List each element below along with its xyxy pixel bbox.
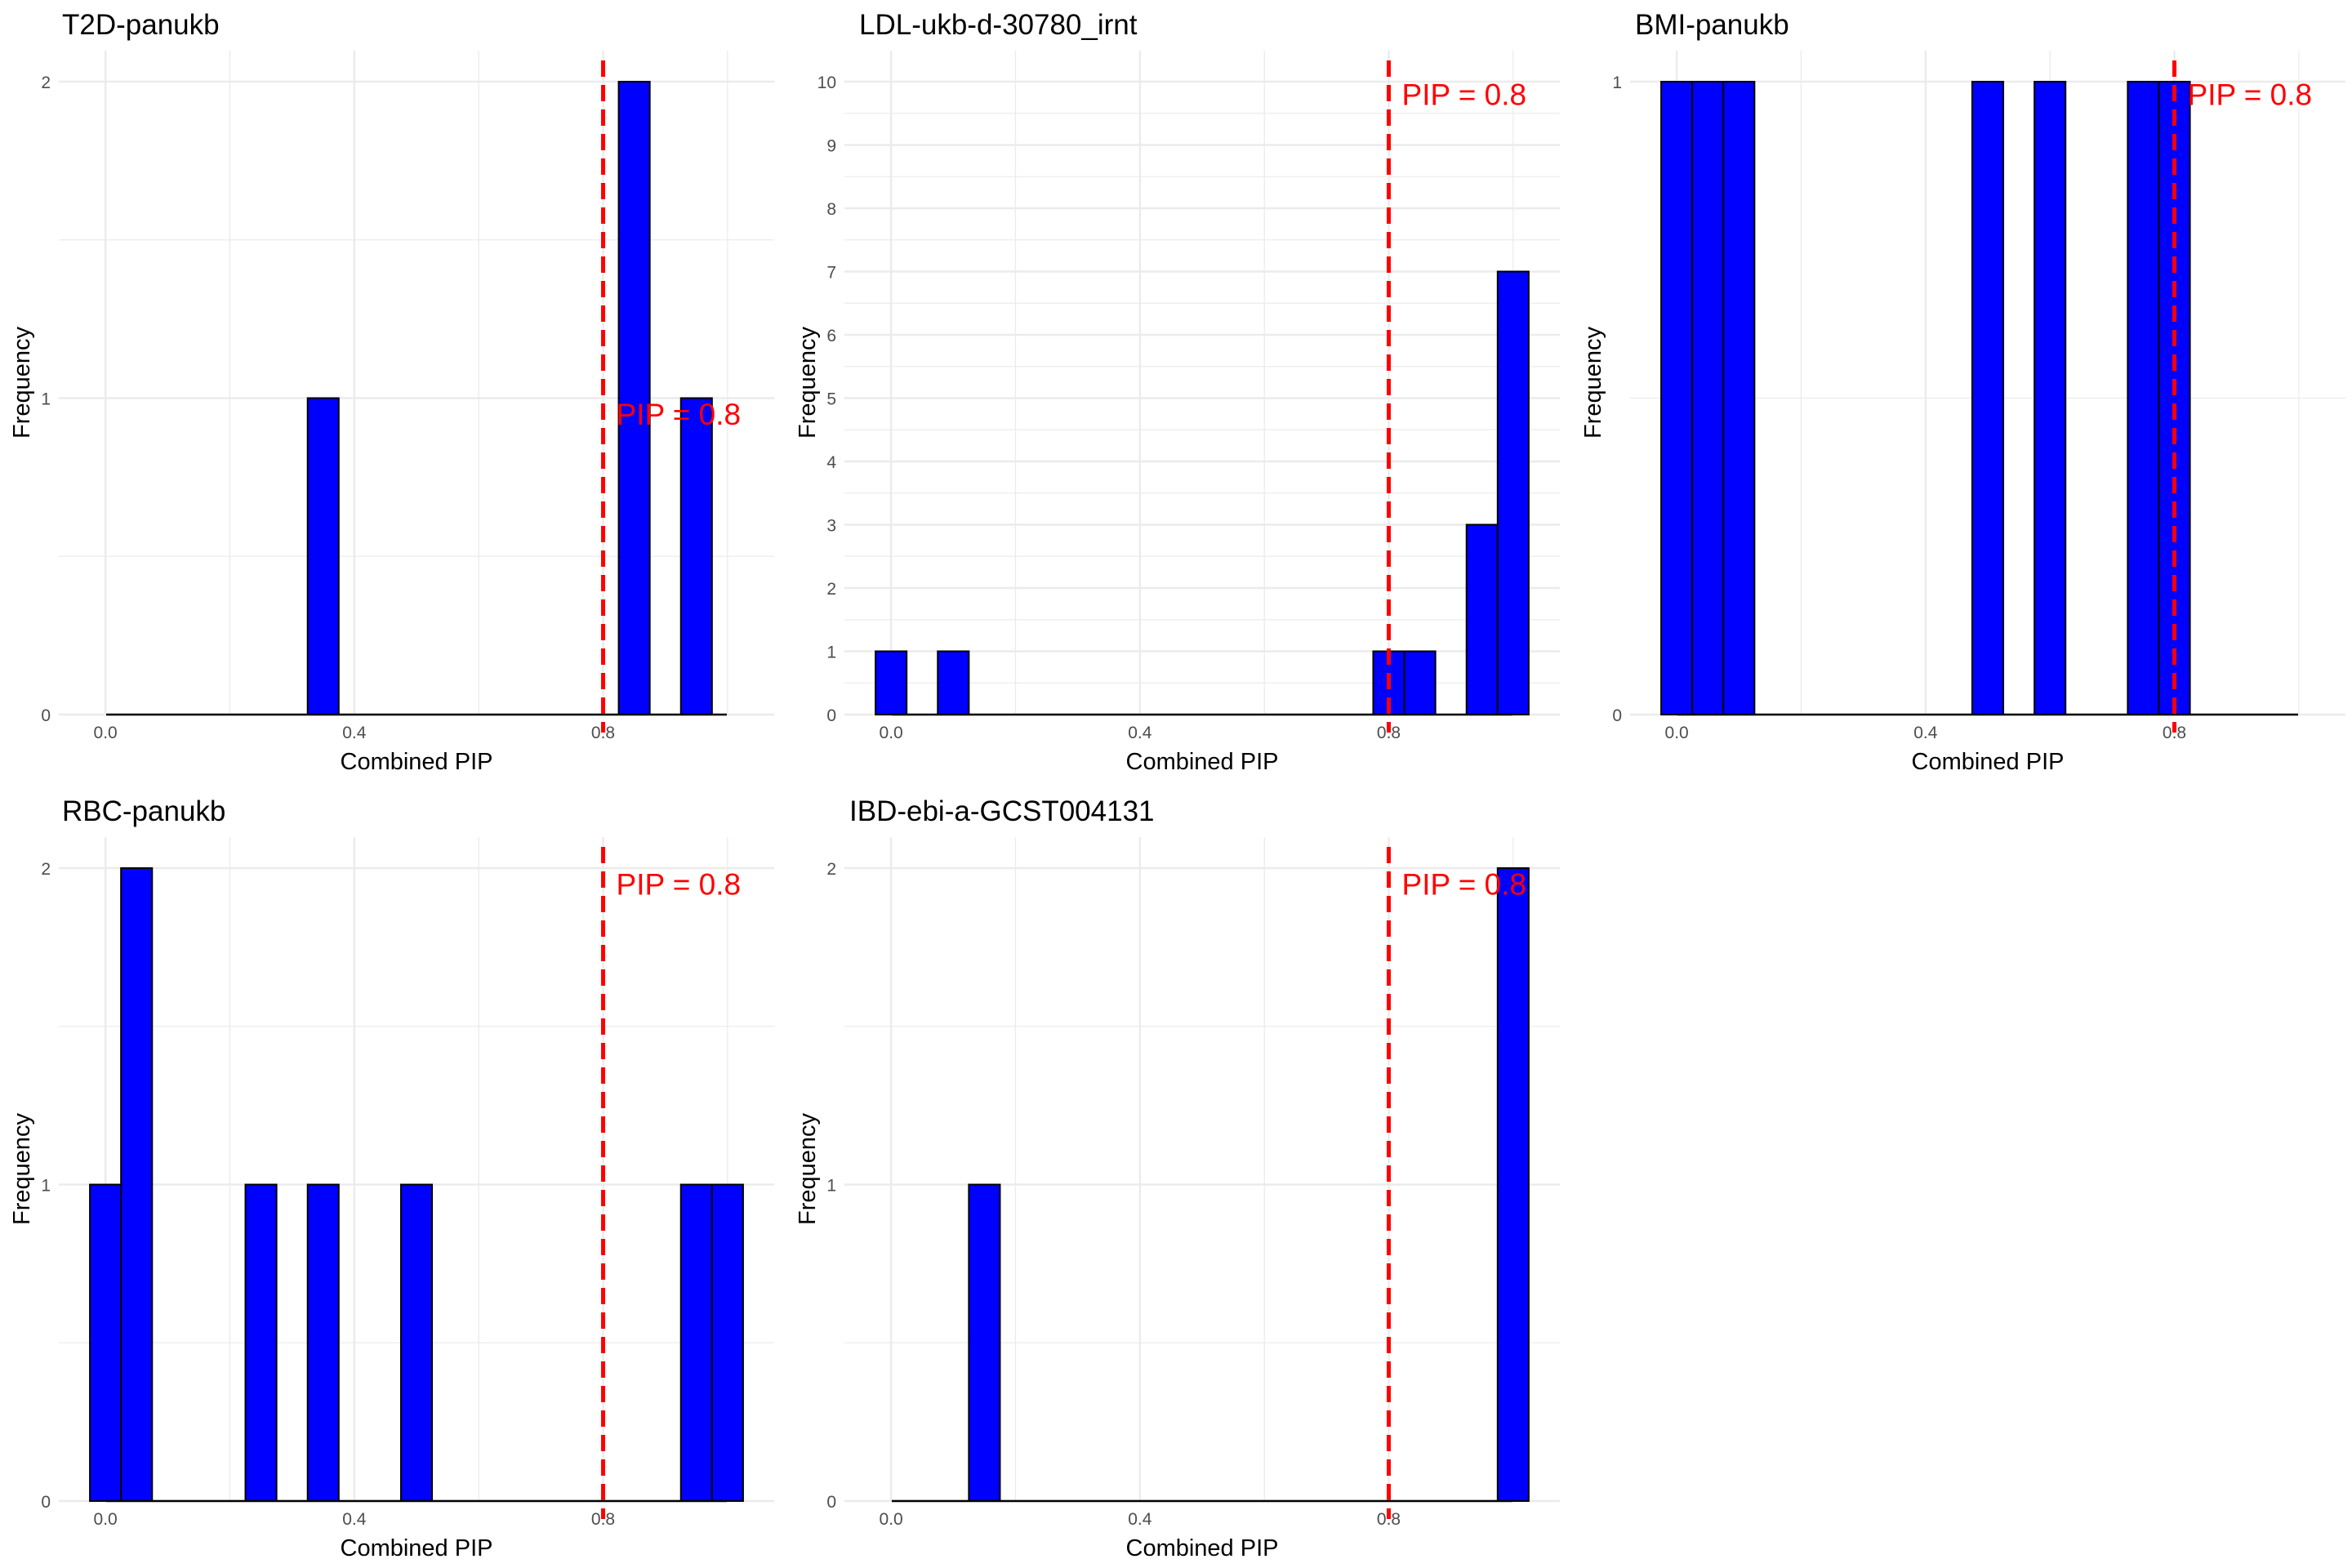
histogram-bar [2127, 81, 2160, 715]
y-axis-label: Frequency [9, 326, 35, 439]
panel-4: PIP = 0.8 0.0 0.4 0.8 0 1 2 Combined PIP Frequen… [9, 795, 774, 1561]
y-tick-label: 0 [41, 706, 51, 725]
y-axis-label: Frequency [795, 1112, 821, 1225]
panel-5: PIP = 0.8 0.0 0.4 0.8 0 1 2 Combined PIP Frequen… [795, 795, 1560, 1561]
histogram-bar [120, 867, 154, 1502]
y-tick-label: 2 [826, 860, 836, 879]
x-tick-label: 0.0 [880, 1510, 903, 1529]
threshold-label: PIP = 0.8 [1402, 78, 1527, 112]
y-tick-label: 1 [41, 1177, 51, 1196]
y-tick-label: 7 [826, 264, 836, 283]
histogram-bar [875, 650, 908, 715]
y-axis-label: Frequency [9, 1112, 35, 1225]
histogram-bar [399, 1183, 434, 1502]
y-tick-label: 3 [826, 517, 836, 536]
histogram-bar [968, 1183, 1001, 1502]
histogram-bar [1660, 81, 1694, 715]
y-tick-label: 4 [826, 453, 836, 472]
x-tick-label: 0.0 [880, 724, 903, 742]
x-tick-label: 0.0 [94, 724, 118, 742]
threshold-label: PIP = 0.8 [617, 867, 742, 901]
histogram-bar [306, 397, 340, 715]
y-tick-label: 1 [41, 390, 51, 409]
x-axis-label: Combined PIP [341, 1535, 493, 1561]
histogram-bar [306, 1183, 340, 1502]
histogram-bar [1496, 867, 1530, 1502]
y-axis-label: Frequency [795, 326, 821, 439]
y-tick-label: 6 [826, 327, 836, 345]
histogram-bar [1496, 270, 1530, 715]
x-tick-label: 0.8 [1377, 1510, 1401, 1529]
y-tick-label: 1 [826, 644, 836, 662]
y-tick-label: 0 [826, 706, 836, 725]
y-tick-label: 1 [826, 1177, 836, 1196]
x-tick-label: 0.4 [1913, 724, 1938, 742]
x-tick-label: 0.8 [1377, 724, 1401, 742]
histogram-bar [2158, 81, 2191, 715]
y-tick-label: 8 [826, 200, 836, 219]
y-tick-label: 2 [41, 860, 51, 879]
x-axis-label: Combined PIP [1126, 1535, 1279, 1561]
y-tick-label: 10 [817, 74, 836, 92]
x-axis-label: Combined PIP [1912, 749, 2065, 775]
threshold-label: PIP = 0.8 [617, 398, 742, 431]
x-tick-label: 0.4 [1128, 724, 1152, 742]
histogram-bar [1971, 81, 2005, 715]
y-tick-label: 0 [1612, 706, 1622, 725]
panel-title: RBC-panukb [62, 795, 225, 827]
x-tick-label: 0.8 [591, 724, 615, 742]
histogram-bar [937, 650, 970, 715]
histogram-bar [1691, 81, 1725, 715]
y-tick-label: 9 [826, 137, 836, 156]
panel-title: BMI-panukb [1635, 9, 1789, 41]
y-tick-label: 0 [826, 1493, 836, 1512]
histogram-bar [2034, 81, 2067, 715]
histogram-bar [244, 1183, 278, 1502]
y-tick-label: 2 [41, 74, 51, 92]
panel-1: PIP = 0.8 0.0 0.4 0.8 0 1 2 Combined PIP Frequen… [9, 9, 774, 775]
histogram-bar [1722, 81, 1756, 715]
panel-3: PIP = 0.8 0.0 0.4 0.8 0 1 Combined PIP Frequenc… [1580, 9, 2345, 775]
histogram-bar [710, 1183, 744, 1502]
x-tick-label: 0.4 [342, 724, 367, 742]
threshold-label: PIP = 0.8 [2188, 78, 2313, 112]
x-axis-label: Combined PIP [1126, 749, 1279, 775]
panel-2: PIP = 0.8 0.0 0.4 0.8 0 1 2 3 4 5 6 7 8 9 10 Combined P… [795, 9, 1560, 775]
panel-title: IBD-ebi-a-GCST004131 [849, 795, 1155, 827]
histogram-bar [679, 397, 713, 715]
y-tick-label: 5 [826, 390, 836, 409]
x-tick-label: 0.8 [591, 1510, 615, 1529]
x-tick-label: 0.0 [1665, 724, 1689, 742]
y-tick-label: 0 [41, 1493, 51, 1512]
panel-title: LDL-ukb-d-30780_irnt [859, 9, 1138, 41]
x-tick-label: 0.4 [1128, 1510, 1152, 1529]
y-tick-label: 2 [826, 580, 836, 599]
histogram-bar [89, 1183, 122, 1502]
histogram-bar [1465, 523, 1499, 715]
y-axis-label: Frequency [1580, 326, 1606, 439]
y-tick-label: 1 [1612, 74, 1622, 92]
histogram-bar [1403, 650, 1437, 715]
x-axis-label: Combined PIP [341, 749, 493, 775]
threshold-label: PIP = 0.8 [1402, 867, 1527, 901]
x-tick-label: 0.0 [94, 1510, 118, 1529]
histogram-bar [679, 1183, 713, 1502]
histogram-bar [617, 81, 651, 715]
panel-title: T2D-panukb [62, 9, 220, 41]
x-tick-label: 0.8 [2163, 724, 2186, 742]
x-tick-label: 0.4 [342, 1510, 367, 1529]
